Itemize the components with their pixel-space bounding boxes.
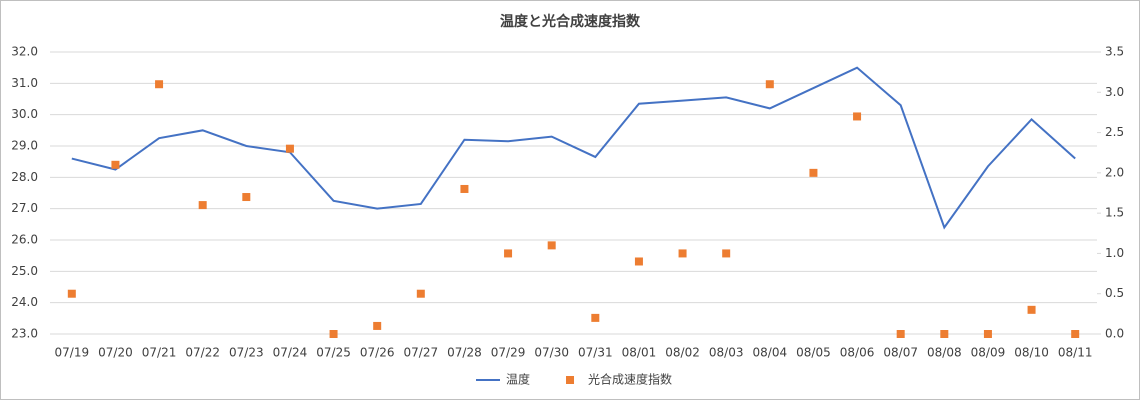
marker xyxy=(722,249,731,258)
marker xyxy=(329,330,338,338)
marker xyxy=(285,144,294,153)
x-tick-label: 08/01 xyxy=(622,346,657,360)
y-tick-label: 32.0 xyxy=(11,45,38,59)
x-tick-label: 07/31 xyxy=(578,346,613,360)
marker xyxy=(1071,330,1080,338)
x-tick-label: 08/06 xyxy=(840,346,875,360)
marker xyxy=(634,257,643,266)
x-tick-label: 07/25 xyxy=(316,346,351,360)
legend-swatch xyxy=(566,376,575,384)
marker xyxy=(591,313,600,322)
x-tick-label: 07/24 xyxy=(273,346,308,360)
x-tick-label: 08/04 xyxy=(753,346,788,360)
y-tick-label: 30.0 xyxy=(11,107,38,121)
marker xyxy=(853,112,862,121)
marker xyxy=(67,289,76,298)
marker xyxy=(504,249,513,258)
marker xyxy=(242,193,251,202)
y-tick-label: 31.0 xyxy=(11,76,38,90)
marker xyxy=(940,330,949,338)
x-tick-label: 08/07 xyxy=(883,346,918,360)
marker xyxy=(983,330,992,338)
x-tick-label: 07/21 xyxy=(142,346,177,360)
y2-tick-label: 2.0 xyxy=(1105,165,1124,179)
x-tick-label: 07/22 xyxy=(185,346,220,360)
x-tick-label: 07/27 xyxy=(404,346,439,360)
y-tick-label: 24.0 xyxy=(11,295,38,309)
marker xyxy=(765,80,774,89)
y2-tick-label: 3.5 xyxy=(1105,45,1124,59)
marker xyxy=(460,184,469,193)
chart-title: 温度と光合成速度指数 xyxy=(500,13,641,30)
x-tick-label: 08/11 xyxy=(1058,346,1093,360)
marker xyxy=(111,160,120,169)
legend-label: 温度 xyxy=(506,372,530,387)
x-tick-label: 08/02 xyxy=(665,346,700,360)
marker xyxy=(1027,305,1036,314)
y-tick-label: 23.0 xyxy=(11,327,38,341)
marker xyxy=(198,201,207,210)
x-tick-label: 07/23 xyxy=(229,346,264,360)
marker xyxy=(373,321,382,330)
x-tick-label: 07/30 xyxy=(534,346,569,360)
marker xyxy=(416,289,425,298)
y-tick-label: 28.0 xyxy=(11,170,38,184)
y-tick-label: 26.0 xyxy=(11,233,38,247)
series-line xyxy=(71,66,1076,230)
y-tick-label: 27.0 xyxy=(11,201,38,215)
legend-label: 光合成速度指数 xyxy=(588,372,672,387)
x-tick-label: 08/05 xyxy=(796,346,831,360)
y2-tick-label: 1.0 xyxy=(1105,246,1124,260)
y-tick-label: 25.0 xyxy=(11,264,38,278)
y2-tick-label: 2.5 xyxy=(1105,125,1124,139)
y2-tick-label: 3.0 xyxy=(1105,85,1124,99)
marker xyxy=(896,330,905,338)
marker xyxy=(155,80,164,89)
x-tick-label: 08/08 xyxy=(927,346,962,360)
x-tick-label: 08/09 xyxy=(971,346,1006,360)
marker xyxy=(547,241,556,250)
y2-tick-label: 0.5 xyxy=(1105,286,1124,300)
x-tick-label: 07/19 xyxy=(55,346,90,360)
x-tick-label: 07/28 xyxy=(447,346,482,360)
x-tick-label: 07/26 xyxy=(360,346,395,360)
x-tick-label: 08/03 xyxy=(709,346,744,360)
marker xyxy=(809,168,818,177)
x-tick-label: 07/20 xyxy=(98,346,133,360)
y2-tick-label: 1.5 xyxy=(1105,206,1124,220)
marker xyxy=(678,249,687,258)
x-tick-label: 08/10 xyxy=(1014,346,1049,360)
y-tick-label: 29.0 xyxy=(11,139,38,153)
x-tick-label: 07/29 xyxy=(491,346,526,360)
y2-tick-label: 0.0 xyxy=(1105,327,1124,341)
